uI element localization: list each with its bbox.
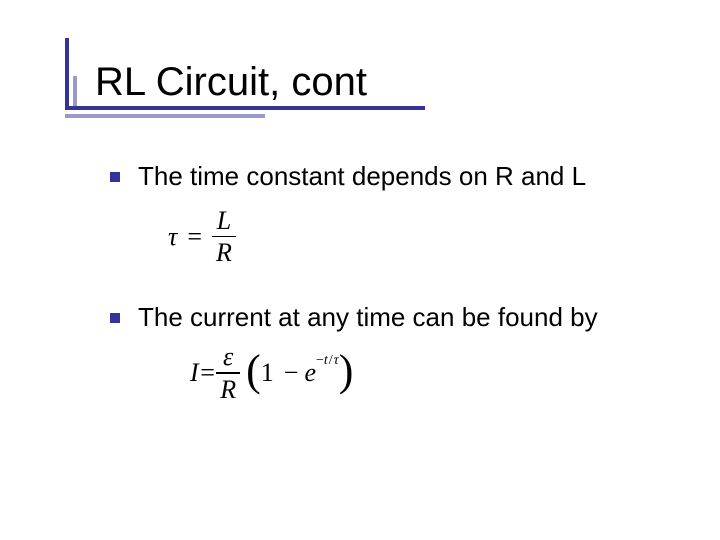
formula-fraction: ε R: [216, 343, 240, 403]
slide: RL Circuit, cont The time constant depen…: [0, 0, 720, 540]
title-underline-secondary: [65, 114, 265, 118]
bullet-text: The time constant depends on R and L: [138, 160, 586, 193]
bullet-square-icon: [110, 313, 120, 323]
title-underline-primary: [65, 106, 425, 110]
bullet-item: The current at any time can be found by: [110, 301, 670, 334]
formula-numerator: L: [213, 207, 235, 234]
fraction-bar: [212, 236, 236, 238]
formula-lhs: I: [190, 358, 199, 388]
formula-current: I = ε R ( 1 − e −t/τ ): [190, 343, 670, 403]
slide-body: The time constant depends on R and L τ =…: [110, 160, 670, 403]
exp-slash: /: [329, 353, 333, 368]
formula-fraction: L R: [212, 207, 236, 267]
exp-tau: τ: [334, 353, 339, 368]
formula-e: e: [304, 358, 316, 388]
title-block: RL Circuit, cont: [65, 60, 367, 104]
bullet-square-icon: [110, 172, 120, 182]
formula-numerator: ε: [219, 343, 237, 370]
fraction-bar: [216, 372, 240, 374]
formula-minus: −: [284, 358, 299, 388]
formula-exponent: −t/τ: [316, 353, 339, 369]
title-accent-bar-secondary: [73, 76, 77, 110]
title-accent-bar-primary: [65, 38, 69, 110]
formula-lhs: τ: [168, 222, 177, 252]
slide-title: RL Circuit, cont: [95, 60, 367, 104]
bullet-item: The time constant depends on R and L: [110, 160, 670, 193]
formula-denominator: R: [216, 376, 240, 403]
formula-eq: =: [187, 222, 202, 252]
formula-tau: τ = L R: [168, 207, 670, 267]
exp-t: t: [324, 353, 328, 368]
formula-eq: =: [199, 358, 217, 388]
bullet-text: The current at any time can be found by: [138, 301, 598, 334]
formula-denominator: R: [212, 239, 236, 266]
exp-minus: −: [316, 353, 324, 368]
formula-one: 1: [261, 358, 274, 388]
